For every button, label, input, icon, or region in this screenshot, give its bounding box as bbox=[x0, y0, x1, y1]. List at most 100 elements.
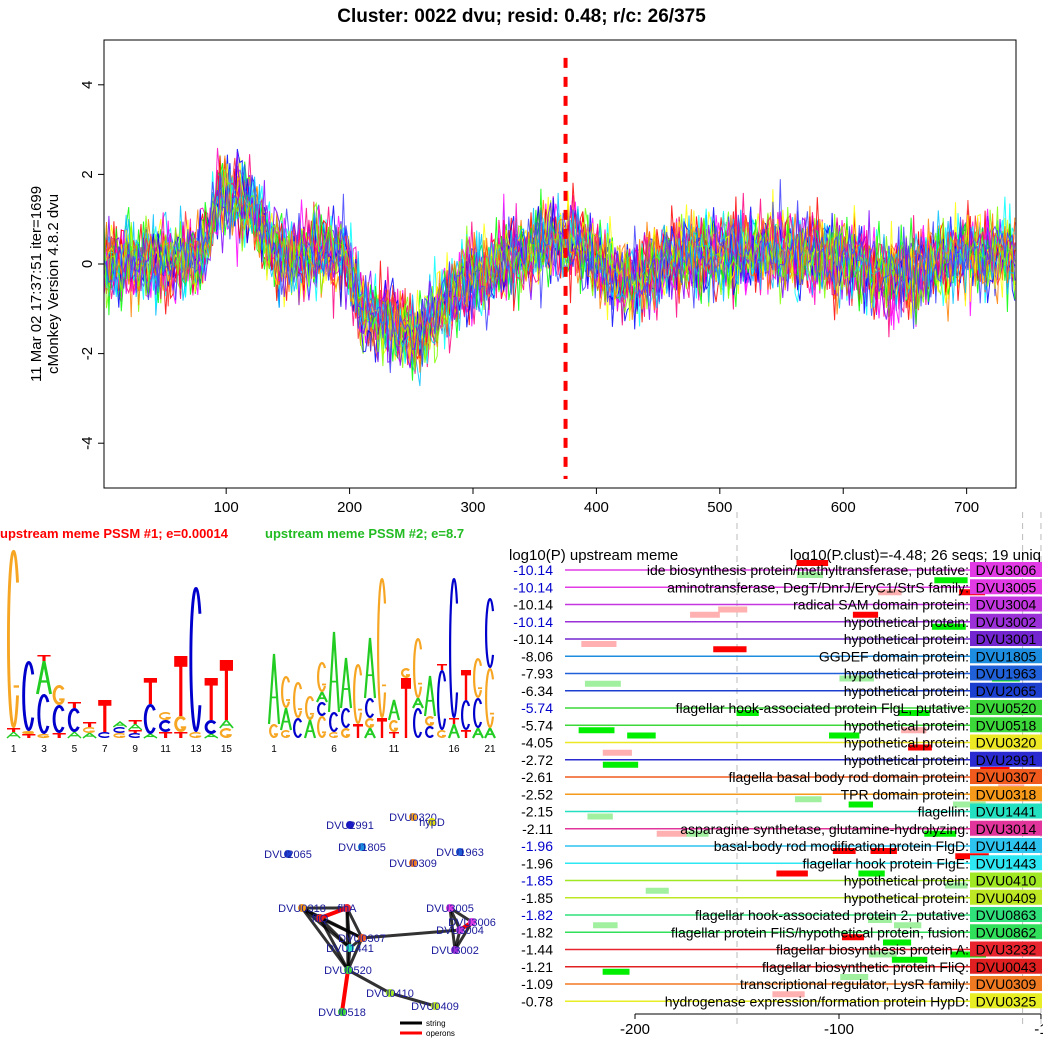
logo-letter-G bbox=[317, 716, 327, 738]
network-node-label: DVU0318 bbox=[278, 903, 326, 915]
row-description: hypothetical protein: bbox=[844, 752, 969, 768]
motif-site bbox=[840, 974, 869, 980]
network-node-label: DVU2065 bbox=[264, 849, 312, 861]
logo-letter-C bbox=[485, 598, 495, 668]
logo-letter-T-stem bbox=[179, 656, 183, 716]
motif-site bbox=[776, 870, 808, 877]
row-gene-id: DVU2065 bbox=[976, 683, 1037, 699]
logo-letter-G bbox=[113, 733, 125, 738]
gene-id-swatch bbox=[970, 993, 1042, 1009]
logo-letter-C bbox=[317, 702, 326, 716]
string-edge bbox=[449, 906, 473, 924]
row-log10p: -1.96 bbox=[521, 855, 553, 871]
motif-site bbox=[772, 991, 805, 998]
logo-letter-T-stem bbox=[164, 732, 168, 738]
motif-site bbox=[797, 572, 824, 578]
logo-letter-T-stem bbox=[57, 733, 61, 738]
row-gene-id: DVU0043 bbox=[976, 959, 1037, 975]
row-description: radical SAM domain protein: bbox=[793, 597, 969, 613]
row-gene-id: DVU0863 bbox=[976, 907, 1037, 923]
motif-site bbox=[796, 560, 829, 566]
network-node bbox=[344, 966, 352, 974]
y-tick-label: 4 bbox=[79, 81, 96, 89]
logo-position-label: 13 bbox=[190, 744, 202, 755]
network-node-label: DVU0518 bbox=[318, 1007, 366, 1019]
logo-letter-C bbox=[22, 661, 35, 731]
string-edge bbox=[389, 991, 436, 1008]
motif-site bbox=[924, 830, 957, 837]
row-description: hypothetical protein: bbox=[844, 683, 969, 699]
logo-letter-G bbox=[353, 664, 363, 724]
motif-site bbox=[893, 922, 922, 929]
logo-letter-T-stem bbox=[88, 722, 92, 727]
network-node bbox=[343, 904, 351, 912]
logo-letter-A bbox=[316, 689, 328, 703]
logo-position-label: 5 bbox=[72, 744, 78, 755]
gene-id-swatch bbox=[970, 769, 1042, 784]
row-log10p: -2.15 bbox=[521, 804, 553, 820]
network-node bbox=[284, 850, 292, 858]
logo-letter-G bbox=[159, 712, 171, 720]
gene-id-swatch bbox=[970, 976, 1042, 991]
row-gene-id: DVU3002 bbox=[976, 614, 1037, 630]
network-node-label: fliQ bbox=[312, 913, 329, 925]
motif-site bbox=[868, 951, 897, 958]
gene-id-swatch bbox=[970, 562, 1042, 577]
row-description: flagellar hook protein FlgE: bbox=[802, 855, 969, 871]
row-description: flagellin: bbox=[918, 804, 969, 820]
logo-letter-T-stem bbox=[224, 660, 228, 720]
string-edge bbox=[453, 921, 474, 951]
logo-letter-T-stem bbox=[103, 700, 107, 732]
row-log10p: -1.85 bbox=[521, 890, 553, 906]
row-log10p: -1.96 bbox=[521, 838, 553, 854]
motif-site bbox=[578, 727, 615, 734]
row-gene-id: DVU0410 bbox=[976, 873, 1037, 889]
logo-position-label: 16 bbox=[448, 744, 460, 755]
gene-id-swatch bbox=[970, 751, 1042, 767]
logo-letter-G bbox=[317, 662, 327, 692]
motif-site bbox=[736, 710, 759, 716]
gene-id-swatch bbox=[970, 786, 1042, 802]
motif-site bbox=[901, 727, 927, 734]
string-edge bbox=[361, 928, 461, 940]
gene-id-swatch bbox=[970, 700, 1042, 715]
row-log10p: -10.14 bbox=[513, 631, 553, 647]
motif-site bbox=[602, 761, 639, 768]
table-header-left: log10(P) upstream meme bbox=[509, 547, 678, 564]
operon-edge bbox=[340, 969, 350, 1013]
row-log10p: -2.52 bbox=[521, 786, 553, 802]
logo-letter-A bbox=[327, 631, 341, 713]
row-gene-id: DVU3001 bbox=[976, 631, 1037, 647]
row-log10p: -8.06 bbox=[521, 648, 553, 664]
row-gene-id: DVU1963 bbox=[976, 666, 1037, 682]
sequence-logo-pssm1: 1 3 5 7 9 11 13 15 bbox=[6, 550, 234, 755]
logo-position-label: 11 bbox=[160, 744, 171, 755]
network-node-label: DVU3002 bbox=[431, 945, 479, 957]
row-description: flagellar hook-associated protein FlgL, … bbox=[676, 700, 969, 716]
gene-id-swatch bbox=[970, 631, 1042, 646]
logo-letter-A bbox=[412, 695, 424, 709]
network-node bbox=[456, 926, 464, 934]
row-gene-id: DVU0318 bbox=[976, 786, 1037, 802]
logo-letter-G bbox=[425, 716, 434, 726]
x-tick-label: 300 bbox=[460, 499, 485, 516]
logo-letter-G bbox=[305, 696, 315, 720]
logo-letter-C bbox=[413, 708, 423, 738]
network-node bbox=[409, 813, 417, 821]
row-log10p: -1.21 bbox=[521, 959, 553, 975]
motif-site bbox=[602, 968, 630, 975]
motif-site bbox=[713, 646, 747, 653]
row-gene-id: DVU1443 bbox=[976, 855, 1037, 871]
logo-letter-C bbox=[52, 705, 65, 733]
logo-letter-G bbox=[52, 685, 65, 705]
row-description: flagellar biosynthesis protein A: bbox=[776, 942, 969, 958]
gene-id-swatch bbox=[970, 958, 1042, 974]
network-node-label: DVU0409 bbox=[411, 1001, 459, 1013]
row-log10p: -2.72 bbox=[521, 752, 553, 768]
network-node bbox=[358, 843, 366, 851]
logo-letter-T-stem bbox=[42, 655, 46, 661]
row-log10p: -5.74 bbox=[521, 700, 553, 716]
motif-site bbox=[950, 951, 987, 958]
y-tick-label: -4 bbox=[79, 437, 96, 450]
operon-edge bbox=[319, 906, 348, 920]
